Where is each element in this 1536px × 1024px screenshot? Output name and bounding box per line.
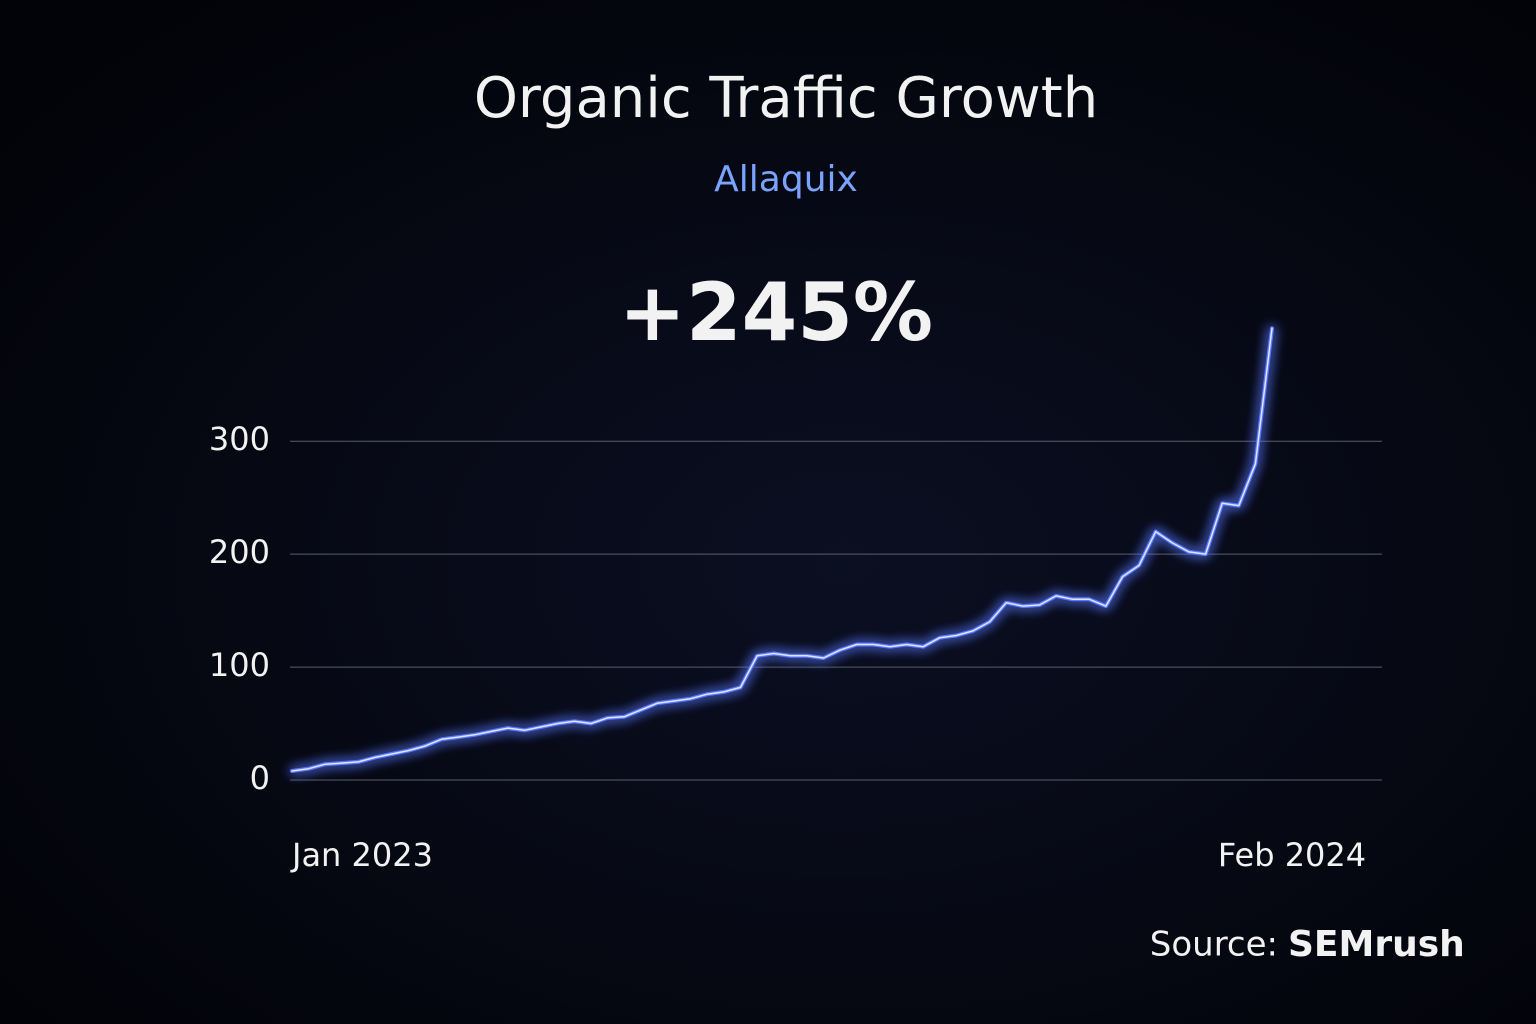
y-tick-label: 0 xyxy=(250,759,270,797)
y-tick-label: 200 xyxy=(209,533,270,571)
line-core xyxy=(291,327,1273,772)
chart-subtitle: Allaquix xyxy=(714,159,858,200)
y-tick-label: 100 xyxy=(209,646,270,684)
x-tick-label: Feb 2024 xyxy=(1218,836,1366,874)
x-tick-label: Jan 2023 xyxy=(290,836,433,874)
y-tick-label: 300 xyxy=(209,420,270,458)
source: SEMrush xyxy=(1288,924,1465,965)
source-label: Source: xyxy=(1150,925,1278,965)
chart-title: Organic Traffic Growth xyxy=(474,66,1098,131)
annotation: +245% xyxy=(619,266,933,359)
